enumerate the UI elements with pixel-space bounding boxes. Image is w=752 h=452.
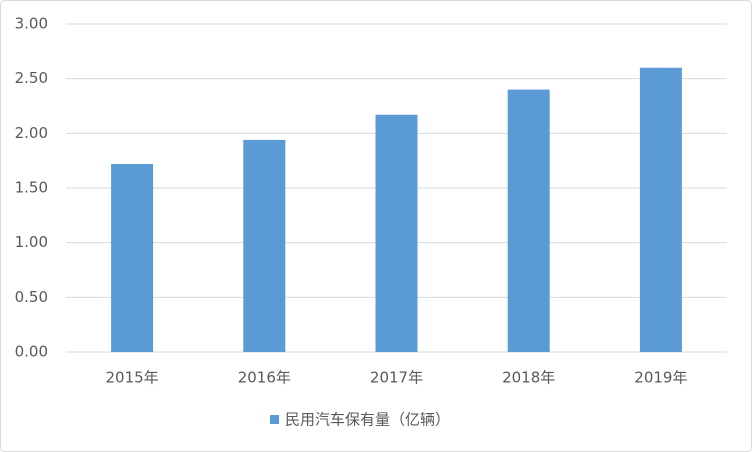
y-tick-label: 1.00 [15, 233, 48, 251]
y-tick-label: 1.50 [15, 179, 48, 197]
y-tick-label: 0.00 [15, 343, 48, 361]
y-tick-label: 2.00 [15, 124, 48, 142]
bar [243, 139, 286, 352]
x-tick-label: 2015年 [106, 369, 159, 387]
bar [375, 114, 418, 352]
x-tick-label: 2019年 [634, 369, 687, 387]
bar [111, 163, 154, 352]
y-tick-label: 3.00 [15, 15, 48, 33]
y-tick-label: 0.50 [15, 288, 48, 306]
y-tick-label: 2.50 [15, 69, 48, 87]
bar [507, 89, 550, 352]
x-tick-label: 2016年 [238, 369, 291, 387]
legend-swatch [270, 415, 279, 424]
x-tick-label: 2017年 [370, 369, 423, 387]
legend-label: 民用汽车保有量（亿辆） [285, 411, 450, 429]
bar [639, 67, 682, 352]
x-tick-label: 2018年 [502, 369, 555, 387]
